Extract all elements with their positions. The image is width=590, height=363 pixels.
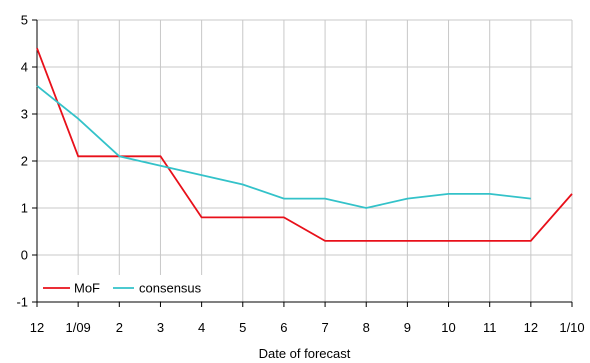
x-tick-label: 9 [404, 320, 411, 335]
y-tick-label: 5 [21, 13, 28, 28]
x-tick-label: 12 [524, 320, 538, 335]
series-lines [36, 47, 573, 242]
legend-label-consensus: consensus [139, 281, 202, 296]
y-tick-label: 2 [21, 154, 28, 169]
x-tick-label: 10 [441, 320, 455, 335]
x-tick-label: 2 [116, 320, 123, 335]
x-tick-label: 8 [363, 320, 370, 335]
x-tick-label: 1/10 [559, 320, 584, 335]
x-tick-labels: 12 1/09 2 3 4 5 6 7 8 9 10 11 12 1/10 [30, 320, 585, 335]
x-tick-label: 1/09 [65, 320, 90, 335]
x-tick-label: 12 [30, 320, 44, 335]
axes [32, 19, 573, 307]
x-tick-label: 7 [321, 320, 328, 335]
legend: MoF consensus [38, 275, 210, 301]
x-tick-label: 4 [198, 320, 205, 335]
x-tick-label: 3 [157, 320, 164, 335]
y-tick-labels: -1 0 1 2 3 4 5 [16, 13, 28, 310]
series-line-mof [36, 47, 573, 242]
y-tick-label: 1 [21, 201, 28, 216]
grid-lines [37, 19, 573, 302]
x-tick-label: 5 [239, 320, 246, 335]
x-tick-label: 6 [280, 320, 287, 335]
y-tick-label: -1 [16, 295, 28, 310]
legend-label-mof: MoF [74, 281, 100, 296]
y-tick-label: 4 [21, 60, 28, 75]
x-axis-title: Date of forecast [259, 346, 351, 361]
x-tick-label: 11 [483, 320, 497, 335]
y-tick-label: 0 [21, 248, 28, 263]
y-tick-label: 3 [21, 107, 28, 122]
